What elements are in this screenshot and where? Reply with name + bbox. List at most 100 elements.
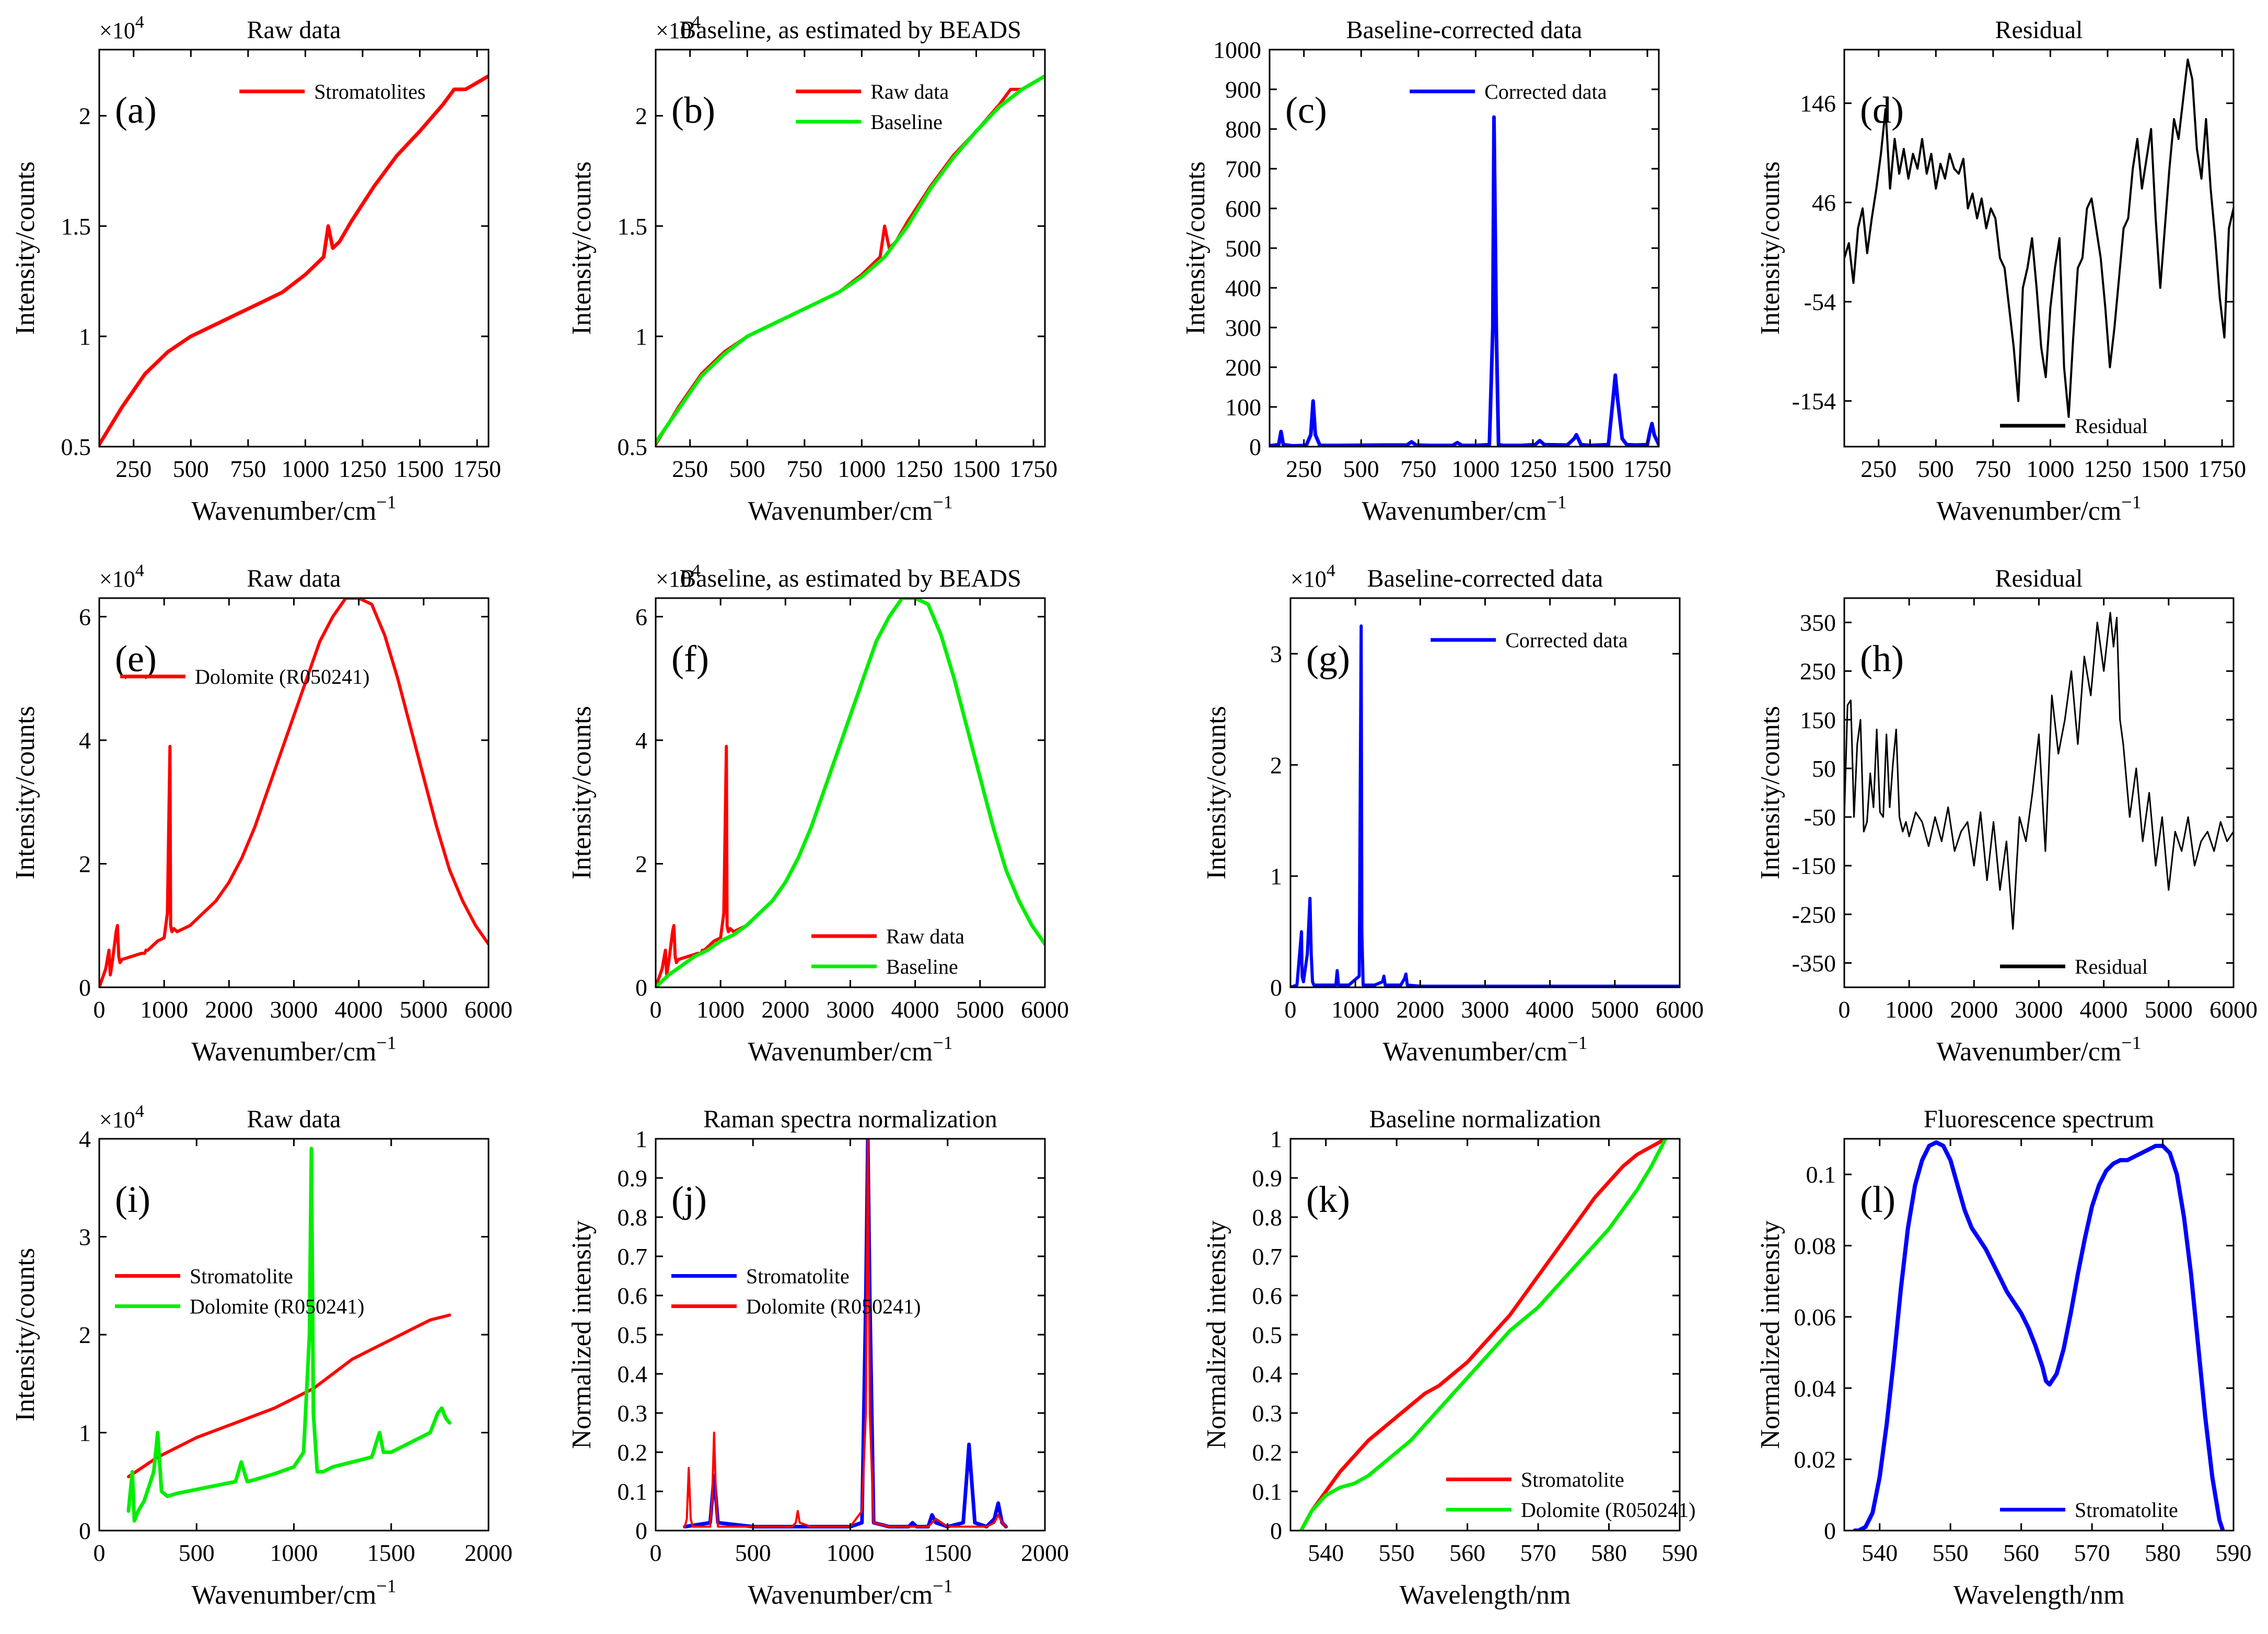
y-tick-label: 0.8 [1252,1204,1283,1231]
x-tick-label: 0 [1285,996,1297,1023]
x-tick-label: 580 [2145,1539,2181,1566]
x-tick-label: 580 [1591,1539,1627,1566]
x-tick-label: 1000 [1885,996,1933,1023]
y-axis-label: Intensity/counts [567,706,597,879]
y-tick-label: -54 [1804,289,1836,316]
panel-label: (d) [1860,89,1904,131]
y-tick-label: 2 [79,850,91,877]
panel-label: (f) [671,638,709,680]
y-tick-label: 3 [79,1224,91,1251]
series-line-1 [99,598,489,987]
y-tick-label: 0.02 [1794,1446,1836,1473]
axis-exponent-power: 4 [1327,561,1335,580]
plot-frame [98,597,490,988]
x-tick-label: 1000 [2026,456,2074,482]
y-tick-label: 1 [79,323,91,350]
x-tick-label: 2000 [1950,996,1998,1023]
x-tick-label: 0 [94,1539,106,1566]
plot-frame [98,1138,490,1532]
x-tick-label: 250 [115,456,152,482]
x-tick-label: 5000 [1591,996,1639,1023]
x-tick-label: 500 [179,1539,215,1566]
x-tick-label: 750 [1400,456,1436,482]
legend-entry: Residual [2075,414,2148,438]
y-tick-label: 0.1 [1252,1478,1283,1505]
panel-label: (j) [671,1178,707,1220]
y-tick-label: 700 [1225,156,1261,182]
x-axis-label-superscript: −1 [933,1575,952,1596]
axis-exponent-power: 4 [692,561,701,580]
series-line-1 [99,74,489,447]
y-tick-label: 800 [1225,116,1261,143]
x-tick-label: 1500 [2141,456,2189,482]
x-tick-label: 1750 [1009,456,1057,482]
series-line-1 [1290,624,1680,987]
panel-label: (k) [1306,1178,1350,1220]
series-line-1 [126,1313,451,1478]
x-axis-label: Wavenumber/cm−1 [1382,1032,1587,1067]
x-axis-label-text: Wavenumber/cm [1362,496,1546,526]
y-tick-label: 1 [1270,1126,1282,1152]
x-tick-label: 1250 [895,456,943,482]
x-tick-label: 2000 [464,1539,513,1566]
x-axis-label-superscript: −1 [933,1032,952,1053]
x-axis-label: Wavenumber/cm−1 [191,1575,396,1610]
legend-entry: Stromatolite [746,1265,850,1288]
y-tick-label: 1 [635,323,647,350]
x-tick-label: 6000 [2209,996,2258,1023]
panel-label: (h) [1860,638,1904,680]
panel-label: (b) [671,89,715,131]
x-axis-label-superscript: −1 [376,492,396,512]
y-tick-label: -250 [1792,901,1836,928]
x-tick-label: 2000 [1396,996,1444,1023]
y-tick-label: 1 [1270,863,1282,890]
y-tick-label: 0.1 [618,1478,648,1505]
x-tick-label: 540 [1862,1539,1898,1566]
axis-exponent-power: 4 [692,13,701,32]
legend-entry: Corrected data [1484,80,1607,103]
x-tick-label: 3000 [2015,996,2063,1023]
plot-frame [1843,1138,2235,1532]
x-axis-label-text: Wavenumber/cm [748,1580,933,1610]
chart-title: Fluorescence spectrum [1924,1105,2154,1133]
x-axis-label: Wavelength/nm [1953,1580,2125,1610]
y-tick-label: 350 [1800,610,1836,636]
series-line-1 [1299,1139,1668,1531]
x-axis-label-text: Wavenumber/cm [748,496,933,526]
chart-title: Raw data [247,1105,341,1133]
chart-panel-2: 250 500 750 1000 1250 1500 1750 0.5 1 1.5 2 Baselin… [567,13,1057,526]
x-tick-label: 0 [650,1539,662,1566]
y-axis-label: Intensity/counts [1755,706,1785,879]
y-tick-label: 0.5 [61,434,91,460]
series-line-1 [1844,59,2234,418]
y-tick-label: -350 [1792,950,1836,976]
x-tick-label: 1500 [367,1539,415,1566]
x-tick-label: 750 [786,456,822,482]
chart-panel-6: 0 1000 2000 3000 4000 5000 6000 0 2 4 6 Baseline, a… [567,561,1069,1067]
y-tick-label: 0.6 [618,1282,648,1309]
x-axis-label-text: Wavenumber/cm [1382,1037,1567,1067]
x-axis-label: Wavenumber/cm−1 [191,1032,396,1067]
x-tick-label: 1000 [281,456,329,482]
y-tick-label: 3 [1270,640,1282,667]
panel-label: (g) [1306,638,1350,680]
x-axis-label-superscript: −1 [2121,492,2141,512]
x-axis-label: Wavenumber/cm−1 [748,1575,952,1610]
chart-title: Residual [1995,565,2083,592]
axis-exponent: ×104 [99,1102,144,1133]
axis-exponent-power: 4 [135,1102,144,1121]
x-tick-label: 570 [1520,1539,1556,1566]
legend-entry: Residual [2075,955,2148,978]
series-line-1 [656,74,1045,446]
x-tick-label: 6000 [1656,996,1704,1023]
axis-exponent: ×104 [1290,561,1335,592]
x-tick-label: 500 [1918,456,1954,482]
y-tick-label: 2 [79,1322,91,1348]
x-tick-label: 250 [672,456,708,482]
y-tick-label: 300 [1225,314,1261,341]
y-tick-label: 2 [635,103,647,130]
x-tick-label: 500 [1343,456,1379,482]
y-tick-label: 100 [1225,394,1261,421]
chart-title: Baseline, as estimated by BEADS [679,565,1021,592]
x-tick-label: 1000 [827,1539,875,1566]
